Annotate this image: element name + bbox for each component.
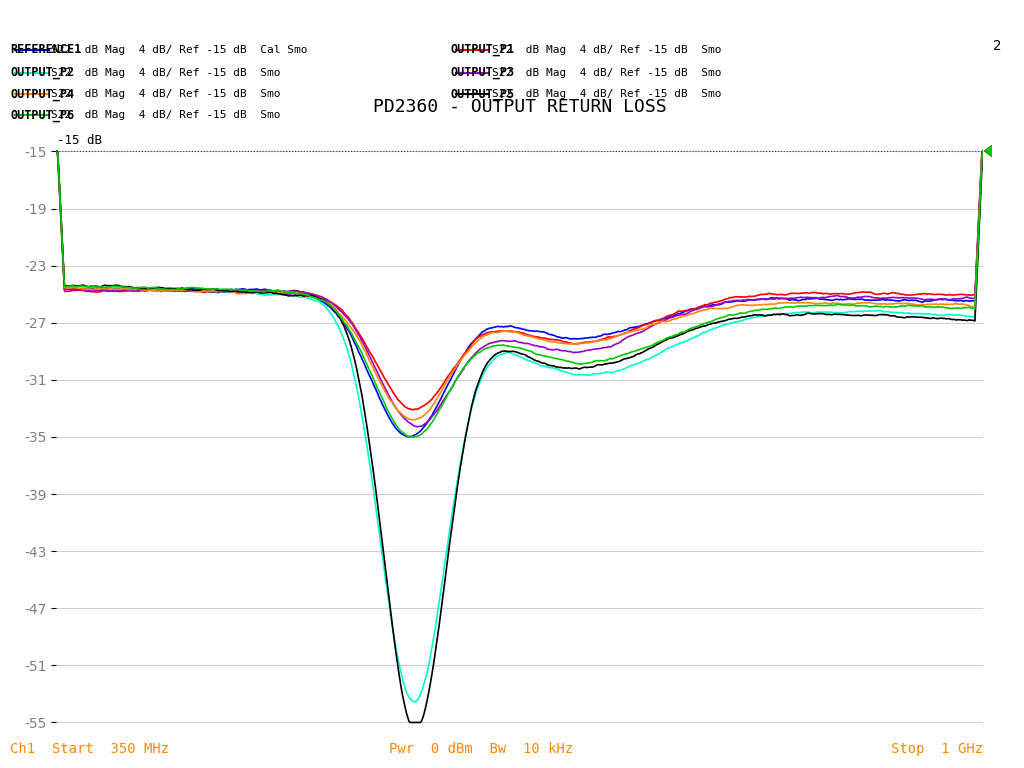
Text: S22  dB Mag  4 dB/ Ref -15 dB  Cal Smo: S22 dB Mag 4 dB/ Ref -15 dB Cal Smo	[51, 45, 307, 55]
Text: OUTPUT_P6: OUTPUT_P6	[10, 109, 75, 121]
Title: PD2360 - OUTPUT RETURN LOSS: PD2360 - OUTPUT RETURN LOSS	[373, 98, 667, 116]
Text: OUTPUT_P5: OUTPUT_P5	[451, 88, 515, 101]
Text: OUTPUT_P2: OUTPUT_P2	[10, 67, 75, 79]
Text: S22  dB Mag  4 dB/ Ref -15 dB  Smo: S22 dB Mag 4 dB/ Ref -15 dB Smo	[51, 110, 281, 121]
Text: S22  dB Mag  4 dB/ Ref -15 dB  Smo: S22 dB Mag 4 dB/ Ref -15 dB Smo	[51, 89, 281, 100]
Text: Pwr  0 dBm  Bw  10 kHz: Pwr 0 dBm Bw 10 kHz	[389, 743, 573, 756]
Text: 2: 2	[993, 39, 1001, 53]
Text: REFERENCE1: REFERENCE1	[10, 44, 82, 56]
Text: S22  dB Mag  4 dB/ Ref -15 dB  Smo: S22 dB Mag 4 dB/ Ref -15 dB Smo	[492, 89, 721, 100]
Text: S22  dB Mag  4 dB/ Ref -15 dB  Smo: S22 dB Mag 4 dB/ Ref -15 dB Smo	[492, 68, 721, 78]
Text: OUTPUT_P3: OUTPUT_P3	[451, 67, 515, 79]
Text: S22  dB Mag  4 dB/ Ref -15 dB  Smo: S22 dB Mag 4 dB/ Ref -15 dB Smo	[51, 68, 281, 78]
Text: Ch1  Start  350 MHz: Ch1 Start 350 MHz	[10, 743, 169, 756]
Text: OUTPUT_P1: OUTPUT_P1	[451, 44, 515, 56]
Text: -15 dB: -15 dB	[57, 134, 102, 147]
Text: S22  dB Mag  4 dB/ Ref -15 dB  Smo: S22 dB Mag 4 dB/ Ref -15 dB Smo	[492, 45, 721, 55]
Text: OUTPUT_P4: OUTPUT_P4	[10, 88, 75, 101]
Text: Stop  1 GHz: Stop 1 GHz	[891, 743, 983, 756]
